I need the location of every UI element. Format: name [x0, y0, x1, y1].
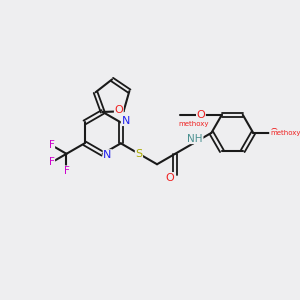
Text: F: F [49, 140, 55, 150]
Text: F: F [64, 166, 69, 176]
Text: N: N [122, 116, 130, 125]
Text: O: O [270, 128, 278, 138]
Text: O: O [165, 172, 174, 183]
Text: methoxy: methoxy [270, 130, 300, 136]
Text: O: O [196, 110, 205, 120]
Text: N: N [103, 150, 112, 160]
Text: methoxy: methoxy [178, 121, 208, 127]
Text: F: F [49, 158, 55, 167]
Text: O: O [115, 105, 123, 115]
Text: S: S [135, 149, 142, 159]
Text: NH: NH [188, 134, 203, 144]
